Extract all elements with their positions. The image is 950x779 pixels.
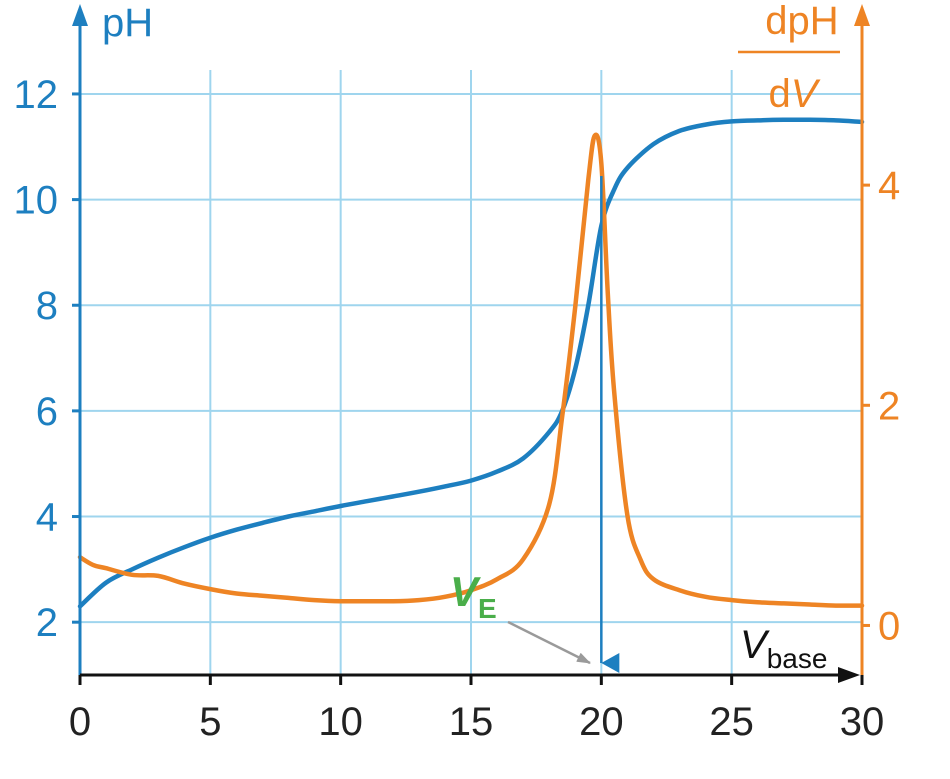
- x-axis-tick-label: 20: [579, 700, 624, 744]
- y-axis-right-title-d: d: [769, 72, 791, 116]
- y-axis-left-tick-label: 10: [14, 179, 59, 223]
- y-axis-left-tick-label: 8: [36, 284, 58, 328]
- y-axis-right-title-numerator: dpH: [765, 0, 838, 43]
- series-layer: [77, 117, 865, 609]
- labels: pH dpH dV Vbase VE: [102, 0, 840, 674]
- equivalence-label-sub: E: [478, 593, 497, 624]
- y-axis-left-tick-label: 12: [14, 73, 59, 117]
- x-axis-tick-label: 0: [69, 700, 91, 744]
- equivalence-label-main: V: [450, 568, 481, 615]
- y-axis-right-tick-label: 0: [878, 604, 900, 648]
- x-axis-tick-label: 5: [199, 700, 221, 744]
- equivalence-label: VE: [450, 568, 497, 624]
- axes: 2 4 6 8 10 12 0 2 4 0 5 10 15 20 25 30: [14, 4, 900, 744]
- x-axis-title-main: V: [740, 623, 770, 667]
- y-axis-right-arrowhead: [854, 4, 870, 26]
- y-axis-left-arrowhead: [72, 4, 88, 26]
- y-axis-right-tick-label: 2: [878, 384, 900, 428]
- x-axis-title: Vbase: [740, 623, 827, 674]
- y-axis-right-title-denominator: dV: [769, 72, 821, 116]
- x-axis-tick-label: 10: [318, 700, 363, 744]
- y-axis-left-tick-label: 4: [36, 496, 58, 540]
- y-axis-left-tick-label: 2: [36, 601, 58, 645]
- y-axis-left-tick-label: 6: [36, 390, 58, 434]
- x-axis-tick-label: 30: [840, 700, 885, 744]
- y-axis-right-tick-label: 4: [878, 164, 900, 208]
- x-axis-tick-label: 25: [709, 700, 754, 744]
- x-axis-arrowhead: [838, 667, 860, 683]
- x-axis-title-sub: base: [767, 643, 828, 674]
- y-axis-right-title-v: V: [791, 72, 821, 116]
- y-axis-left-title: pH: [102, 1, 153, 45]
- derivative-curve: [77, 132, 865, 608]
- x-axis-tick-label: 15: [449, 700, 494, 744]
- equivalence-pointer-arrow: [507, 620, 591, 665]
- ph-curve: [77, 117, 865, 609]
